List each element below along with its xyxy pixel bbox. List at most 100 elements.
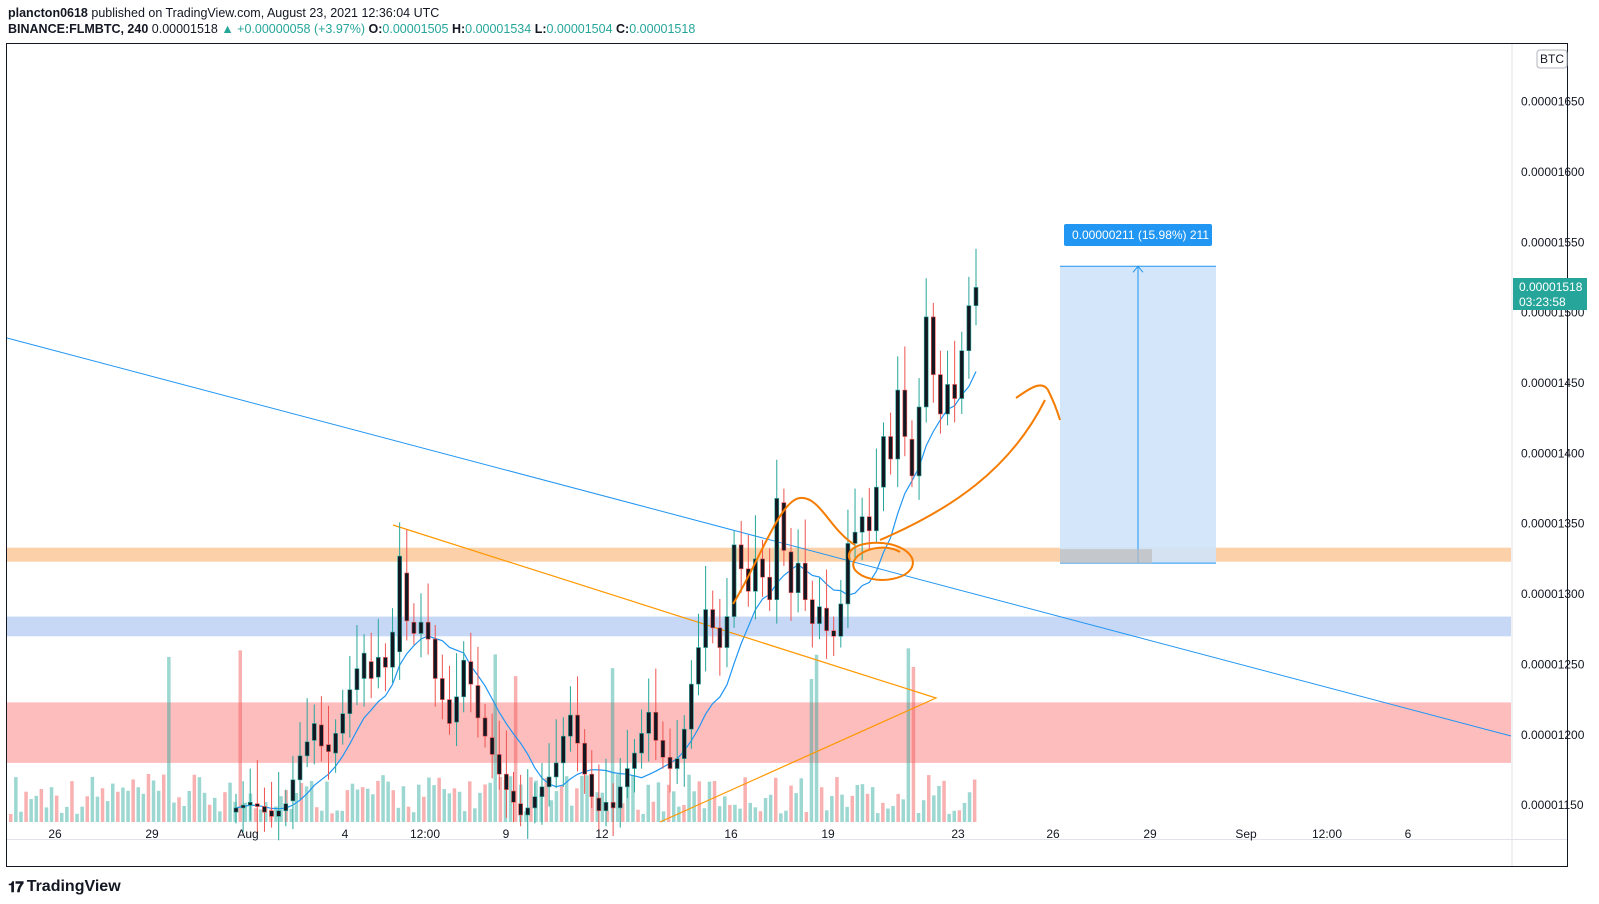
candle[interactable] [311,723,317,741]
price-axis[interactable]: 0.000016500.000016000.000015500.00001500… [1521,95,1585,812]
candle[interactable] [881,436,886,488]
candle[interactable] [368,661,374,679]
candle[interactable] [916,406,922,477]
candle[interactable] [831,630,836,637]
candle[interactable] [610,802,616,809]
candle[interactable] [639,733,644,754]
candle[interactable] [802,562,808,601]
candle[interactable] [959,350,965,399]
candle[interactable] [496,754,502,775]
candle[interactable] [938,374,943,415]
candle[interactable] [888,436,893,460]
candle[interactable] [247,802,253,806]
candle[interactable] [233,807,239,813]
candle[interactable] [617,786,623,809]
candle[interactable] [689,683,694,730]
red-zone[interactable] [7,702,1511,763]
candle[interactable] [923,316,929,408]
candle[interactable] [767,576,772,601]
candle[interactable] [852,531,858,544]
candle[interactable] [283,803,289,812]
candle[interactable] [489,737,495,755]
candle[interactable] [696,647,701,685]
candle[interactable] [781,502,787,551]
candle[interactable] [447,699,452,724]
candle[interactable] [269,810,274,817]
candle[interactable] [945,384,950,415]
candle[interactable] [788,551,794,593]
candle[interactable] [824,607,829,631]
candle[interactable] [297,755,303,781]
candle[interactable] [931,316,936,375]
descending-trendline[interactable] [6,337,1512,737]
candle[interactable] [326,744,331,752]
candle[interactable] [859,516,865,533]
candle[interactable] [525,807,531,816]
candle[interactable] [681,728,687,759]
candle[interactable] [482,717,488,737]
candle[interactable] [532,796,538,809]
triangle-pattern[interactable] [392,524,938,823]
candle[interactable] [468,661,474,685]
candle[interactable] [425,621,431,640]
candle[interactable] [603,802,609,812]
candle[interactable] [319,724,324,747]
candle[interactable] [874,486,879,532]
price-range-measure[interactable]: 0.00000211 (15.98%) 211 [1060,224,1216,564]
candle[interactable] [262,806,267,813]
candle[interactable] [717,627,723,648]
candle[interactable] [411,621,417,634]
candle[interactable] [454,696,459,723]
candle[interactable] [731,544,737,617]
candle[interactable] [845,543,851,605]
candle[interactable] [432,638,438,679]
candle[interactable] [461,659,466,698]
candle[interactable] [909,439,915,477]
candle[interactable] [724,616,730,648]
candle[interactable] [546,776,552,788]
author-name[interactable]: plancton0618 [8,6,88,20]
candle[interactable] [866,516,872,532]
candle[interactable] [966,305,972,351]
candle[interactable] [774,498,780,601]
candle[interactable] [625,768,630,788]
candle[interactable] [895,389,901,460]
candle[interactable] [383,657,388,668]
candle[interactable] [660,740,666,758]
candle[interactable] [817,606,822,624]
footer-brand[interactable]: 𝟏𝟕 TradingView [8,878,121,896]
candle[interactable] [952,384,957,399]
time-axis[interactable]: 26 29 Aug 4 12:00 9 12 16 19 23 26 29 Sep 12:00 6 [48,827,1411,841]
candle[interactable] [568,714,573,737]
candle[interactable] [255,803,260,807]
candle[interactable] [674,758,680,769]
candle[interactable] [575,714,580,744]
candle[interactable] [376,657,381,678]
candle[interactable] [667,756,673,769]
blue-zone[interactable] [7,616,1511,637]
currency-badge[interactable]: BTC [1536,49,1568,69]
candle[interactable] [553,762,559,778]
candle[interactable] [589,773,595,797]
candle[interactable] [354,668,360,691]
candle[interactable] [276,810,281,817]
candle[interactable] [710,609,716,629]
candle[interactable] [646,711,651,734]
candle[interactable] [518,803,523,816]
candle[interactable] [838,603,844,637]
candle[interactable] [810,599,815,624]
candle[interactable] [632,752,637,769]
candle[interactable] [333,733,338,754]
candle[interactable] [511,790,516,803]
candle[interactable] [240,804,246,809]
candle[interactable] [440,678,445,700]
candle[interactable] [703,609,708,648]
candle[interactable] [596,797,602,812]
candle[interactable] [653,711,659,741]
candle[interactable] [397,555,402,653]
candle[interactable] [418,621,424,634]
candle[interactable] [290,779,296,802]
candle[interactable] [973,287,979,306]
candle[interactable] [902,389,908,437]
